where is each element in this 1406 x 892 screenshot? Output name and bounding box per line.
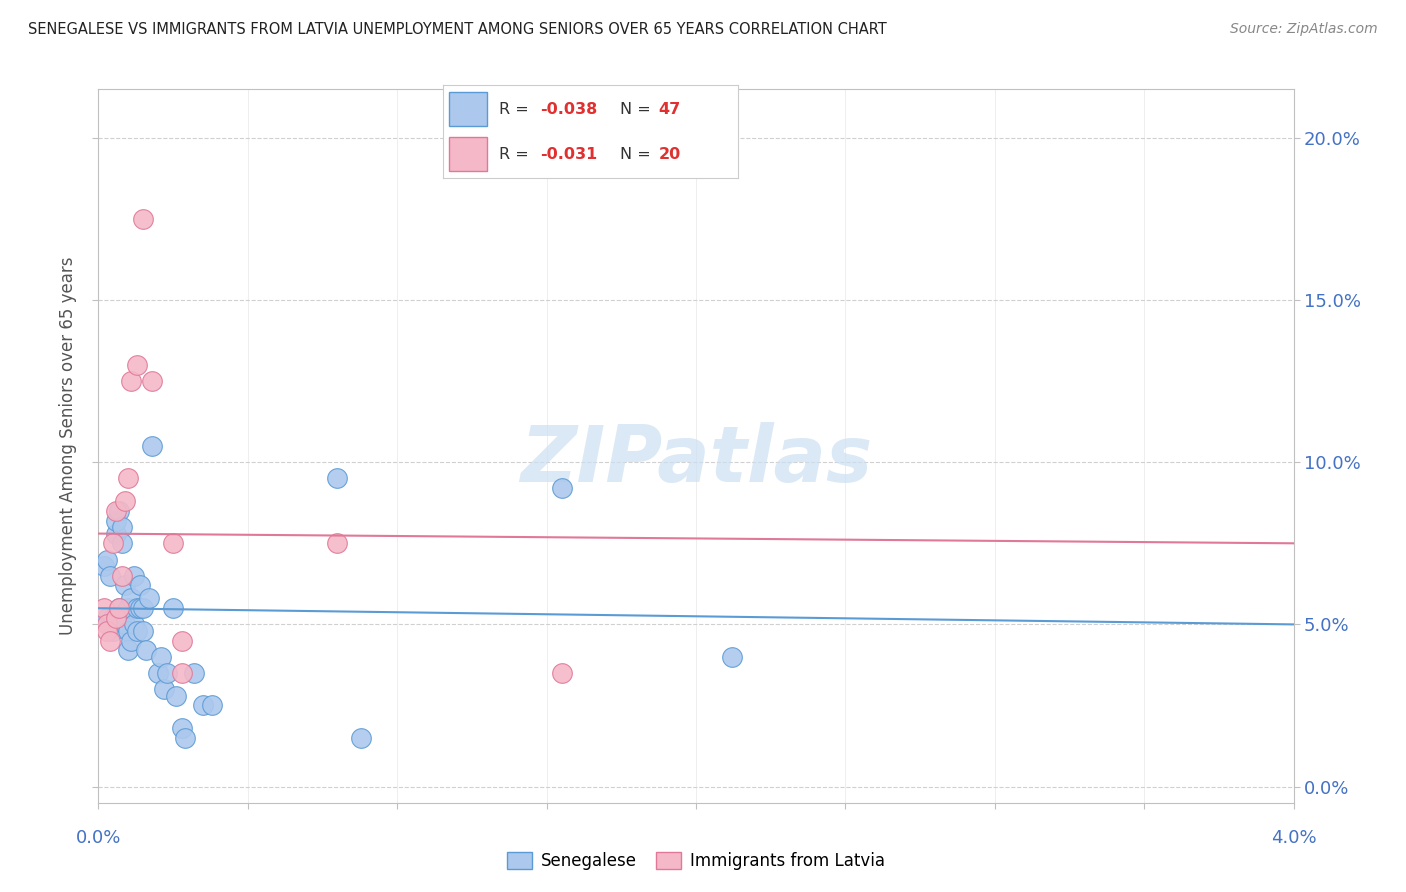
Point xyxy=(105,504,128,518)
Point xyxy=(326,536,349,550)
Point xyxy=(120,374,142,388)
Point xyxy=(127,601,149,615)
Point xyxy=(129,578,152,592)
Point xyxy=(141,439,163,453)
Point xyxy=(550,481,572,495)
Point xyxy=(93,559,115,574)
Point xyxy=(111,607,134,622)
FancyBboxPatch shape xyxy=(449,137,486,171)
Text: R =: R = xyxy=(499,146,534,161)
Point xyxy=(114,617,136,632)
Point xyxy=(165,689,187,703)
Text: -0.031: -0.031 xyxy=(540,146,598,161)
Text: ZIPatlas: ZIPatlas xyxy=(520,422,872,499)
Text: 4.0%: 4.0% xyxy=(1271,829,1316,847)
Point xyxy=(108,601,131,615)
Point xyxy=(103,536,125,550)
Text: N =: N = xyxy=(620,102,657,117)
Point xyxy=(111,536,134,550)
Point xyxy=(124,568,146,582)
Point xyxy=(105,526,128,541)
Point xyxy=(103,624,125,638)
Text: 47: 47 xyxy=(658,102,681,117)
Point xyxy=(105,611,128,625)
Text: -0.038: -0.038 xyxy=(540,102,598,117)
Point xyxy=(156,666,179,681)
Point xyxy=(172,633,194,648)
Point xyxy=(96,617,118,632)
FancyBboxPatch shape xyxy=(449,92,486,126)
Point xyxy=(93,601,115,615)
Point xyxy=(129,601,152,615)
Point xyxy=(127,624,149,638)
Point xyxy=(174,731,197,745)
Point xyxy=(108,504,131,518)
Point xyxy=(96,624,118,638)
Point xyxy=(108,601,131,615)
Point xyxy=(172,666,194,681)
Point xyxy=(117,624,139,638)
Point xyxy=(111,568,134,582)
Point xyxy=(132,601,155,615)
Point xyxy=(148,666,170,681)
Point xyxy=(132,211,155,226)
Point xyxy=(117,471,139,485)
Point xyxy=(138,591,160,606)
Point xyxy=(326,471,349,485)
Point xyxy=(135,643,157,657)
Point xyxy=(117,643,139,657)
Text: N =: N = xyxy=(620,146,657,161)
Point xyxy=(120,591,142,606)
Point xyxy=(120,633,142,648)
Point xyxy=(162,601,184,615)
Point xyxy=(132,624,155,638)
Text: 0.0%: 0.0% xyxy=(76,829,121,847)
Point xyxy=(201,698,224,713)
Point xyxy=(191,698,214,713)
Point xyxy=(96,611,118,625)
Text: SENEGALESE VS IMMIGRANTS FROM LATVIA UNEMPLOYMENT AMONG SENIORS OVER 65 YEARS CO: SENEGALESE VS IMMIGRANTS FROM LATVIA UNE… xyxy=(28,22,887,37)
Text: R =: R = xyxy=(499,102,534,117)
Legend: Senegalese, Immigrants from Latvia: Senegalese, Immigrants from Latvia xyxy=(501,845,891,877)
Point xyxy=(350,731,373,745)
Point xyxy=(127,358,149,372)
Point xyxy=(98,568,122,582)
Point xyxy=(721,649,744,664)
Point xyxy=(98,633,122,648)
Point xyxy=(114,494,136,508)
Point xyxy=(98,617,122,632)
Point xyxy=(172,721,194,735)
Point xyxy=(183,666,205,681)
Point xyxy=(153,682,176,697)
Point xyxy=(103,611,125,625)
Point xyxy=(162,536,184,550)
Point xyxy=(114,578,136,592)
Point xyxy=(150,649,173,664)
Point xyxy=(105,514,128,528)
Point xyxy=(141,374,163,388)
Point xyxy=(550,666,572,681)
Y-axis label: Unemployment Among Seniors over 65 years: Unemployment Among Seniors over 65 years xyxy=(59,257,77,635)
Point xyxy=(111,520,134,534)
Point xyxy=(124,617,146,632)
Point xyxy=(117,601,139,615)
Point xyxy=(96,552,118,566)
Text: Source: ZipAtlas.com: Source: ZipAtlas.com xyxy=(1230,22,1378,37)
Text: 20: 20 xyxy=(658,146,681,161)
